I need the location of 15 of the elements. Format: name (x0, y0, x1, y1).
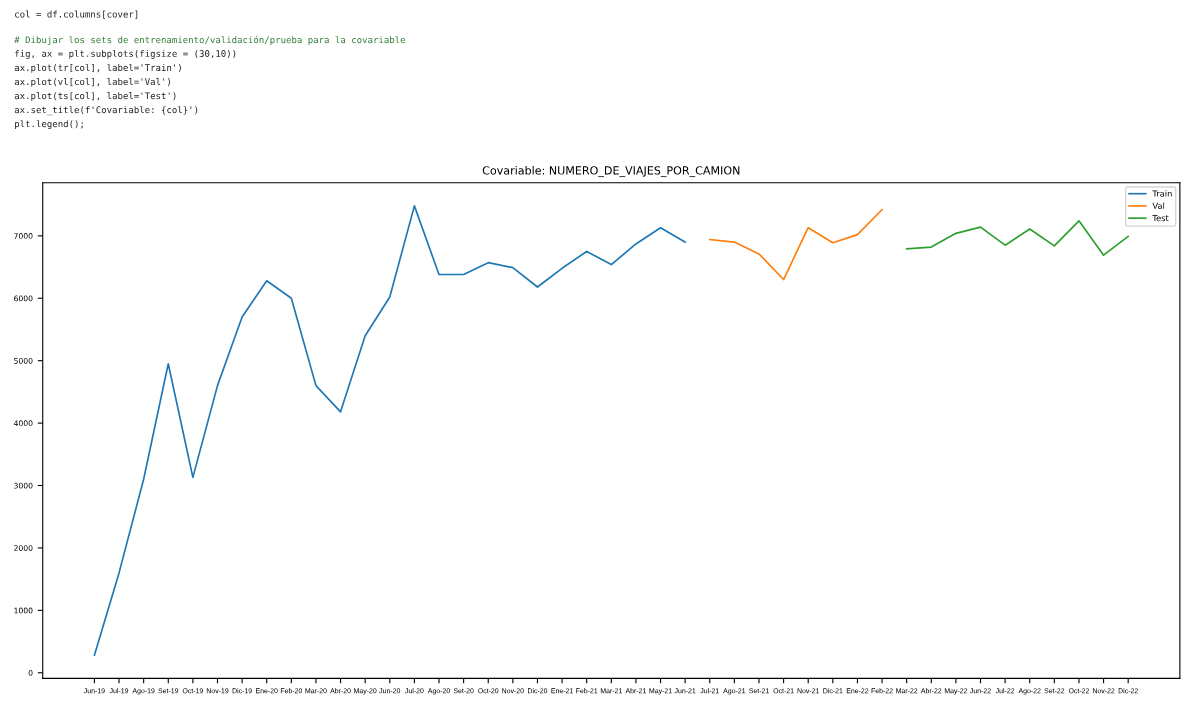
chart-title: Covariable: NUMERO_DE_VIAJES_POR_CAMION (482, 166, 740, 178)
text: ax.plot(ts[col], label='Test') (14, 92, 176, 101)
text: ax.plot(tr[col], label='Train') (14, 63, 181, 73)
line-series (93, 205, 686, 657)
line-series (708, 208, 883, 281)
legend-label: Train (1152, 190, 1172, 197)
line-series (905, 220, 1130, 257)
text: plt.legend(); (15, 120, 83, 130)
text: col = df.columns[cover] (15, 10, 138, 19)
text: fig, ax = plt.subplots(figsize = (30,10)) (15, 49, 236, 59)
legend-label: Val (1152, 202, 1165, 209)
text: # Dibujar los sets de entrenamiento/validación/prueba para la covariable (14, 35, 406, 45)
text: ax.plot(vl[col], label='Val') (14, 78, 170, 87)
legend-label: Test (1152, 215, 1169, 222)
text: ax.set_title(f'Covariable: {col}') (14, 106, 198, 116)
